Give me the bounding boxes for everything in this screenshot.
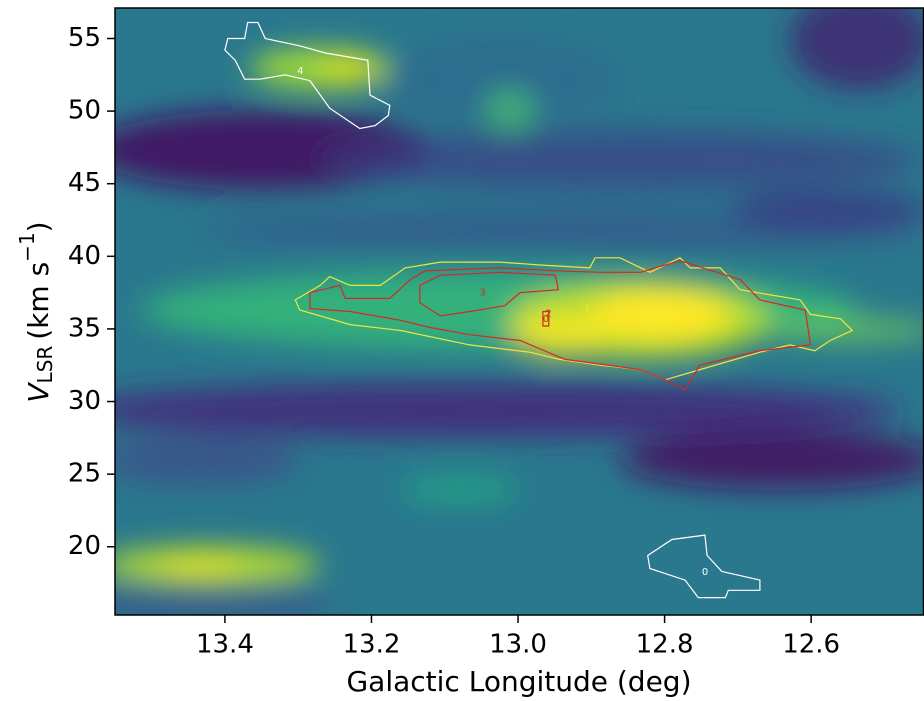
contour xyxy=(542,310,550,327)
contour xyxy=(224,21,391,130)
y-tick-label: 25 xyxy=(68,459,101,489)
y-label-exponent: −1 xyxy=(15,232,39,261)
heatmap xyxy=(115,8,924,615)
x-tick-label: 12.8 xyxy=(636,630,694,660)
y-label-symbol: V xyxy=(22,382,55,403)
y-tick-label: 35 xyxy=(68,313,101,343)
y-label-unit: (km s xyxy=(22,262,55,340)
contour-label: 3 xyxy=(480,288,486,299)
contour xyxy=(647,534,761,599)
y-tick-label: 30 xyxy=(68,386,101,416)
contour xyxy=(294,257,854,381)
contour-label: 0 xyxy=(543,314,549,325)
y-tick-label: 20 xyxy=(68,531,101,561)
y-tick-label: 50 xyxy=(68,96,101,126)
y-label-subscript: LSR xyxy=(33,346,57,384)
y-tick-label: 45 xyxy=(68,168,101,198)
y-label-close: ) xyxy=(22,221,55,232)
contour-label: 4 xyxy=(297,66,303,77)
x-axis-label: Galactic Longitude (deg) xyxy=(346,665,691,698)
contour-label: 1 xyxy=(584,303,590,314)
x-tick-label: 13.0 xyxy=(489,630,547,660)
y-tick-label: 55 xyxy=(68,23,101,53)
contour-label: 0 xyxy=(702,567,708,578)
x-tick-label: 13.2 xyxy=(343,630,401,660)
x-tick-label: 12.6 xyxy=(782,630,840,660)
y-tick-label: 40 xyxy=(68,241,101,271)
contour xyxy=(419,271,560,317)
x-tick-label: 13.4 xyxy=(196,630,254,660)
contour xyxy=(309,260,812,391)
y-axis-label: VLSR (km s−1) xyxy=(15,221,57,402)
